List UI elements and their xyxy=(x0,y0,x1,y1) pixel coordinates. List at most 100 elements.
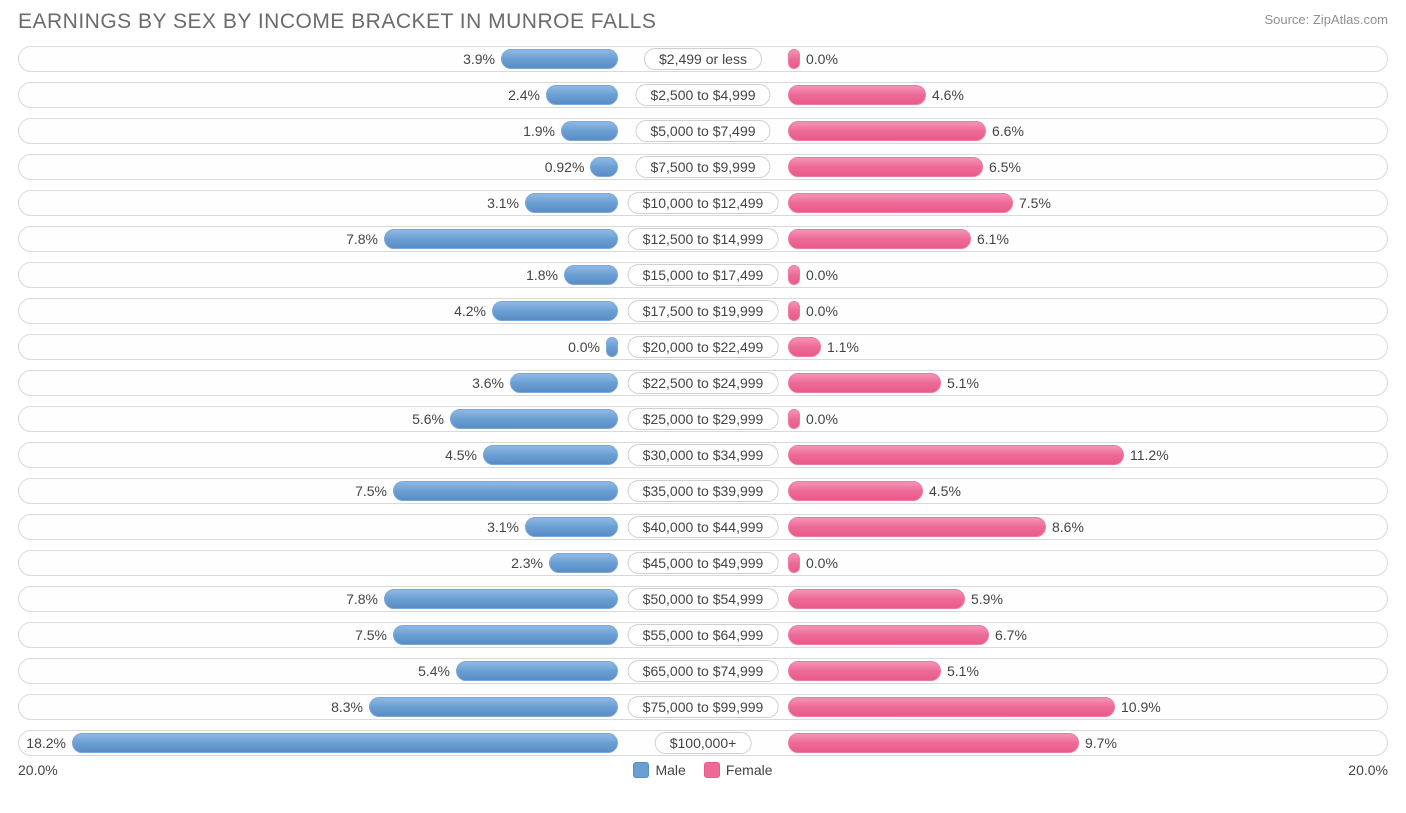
male-value-label: 7.5% xyxy=(355,483,387,499)
male-bar xyxy=(450,409,618,429)
male-bar xyxy=(525,517,618,537)
category-pill: $25,000 to $29,999 xyxy=(628,408,779,430)
male-value-label: 8.3% xyxy=(331,699,363,715)
male-half: 7.5% xyxy=(18,622,703,648)
male-half: 3.1% xyxy=(18,514,703,540)
female-bar xyxy=(788,265,800,285)
male-bar xyxy=(501,49,618,69)
chart-legend: Male Female xyxy=(633,762,772,778)
chart-row: 7.5% 6.7% $55,000 to $64,999 xyxy=(18,618,1388,652)
female-half: 0.0% xyxy=(703,298,1388,324)
male-value-label: 7.8% xyxy=(346,231,378,247)
female-half: 5.1% xyxy=(703,370,1388,396)
female-half: 6.6% xyxy=(703,118,1388,144)
female-swatch-icon xyxy=(704,762,720,778)
male-half: 8.3% xyxy=(18,694,703,720)
chart-source: Source: ZipAtlas.com xyxy=(1264,12,1388,27)
female-bar xyxy=(788,49,800,69)
female-half: 9.7% xyxy=(703,730,1388,756)
male-value-label: 18.2% xyxy=(26,735,66,751)
axis-left-label: 20.0% xyxy=(18,762,58,778)
category-pill: $30,000 to $34,999 xyxy=(628,444,779,466)
chart-row: 8.3%10.9%$75,000 to $99,999 xyxy=(18,690,1388,724)
male-value-label: 3.1% xyxy=(487,519,519,535)
category-pill: $65,000 to $74,999 xyxy=(628,660,779,682)
chart-title: EARNINGS BY SEX BY INCOME BRACKET IN MUN… xyxy=(18,10,656,34)
female-value-label: 6.6% xyxy=(992,123,1024,139)
chart-row: 7.8%6.1%$12,500 to $14,999 xyxy=(18,222,1388,256)
male-half: 3.9% xyxy=(18,46,703,72)
legend-male-label: Male xyxy=(655,762,685,778)
male-value-label: 4.2% xyxy=(454,303,486,319)
female-half: 6.7% xyxy=(703,622,1388,648)
legend-female-label: Female xyxy=(726,762,773,778)
chart-row: 2.3%0.0%$45,000 to $49,999 xyxy=(18,546,1388,580)
chart-row: 3.1% 7.5%$10,000 to $12,499 xyxy=(18,186,1388,220)
male-bar xyxy=(483,445,618,465)
male-bar xyxy=(564,265,618,285)
male-bar xyxy=(393,481,618,501)
male-bar xyxy=(590,157,618,177)
chart-row: 5.4%5.1%$65,000 to $74,999 xyxy=(18,654,1388,688)
female-value-label: 0.0% xyxy=(806,51,838,67)
male-half: 5.6% xyxy=(18,406,703,432)
male-bar xyxy=(510,373,618,393)
chart-row: 0.92%6.5%$7,500 to $9,999 xyxy=(18,150,1388,184)
female-half: 7.5% xyxy=(703,190,1388,216)
male-value-label: 3.1% xyxy=(487,195,519,211)
category-pill: $55,000 to $64,999 xyxy=(628,624,779,646)
category-pill: $15,000 to $17,499 xyxy=(628,264,779,286)
chart-row: 18.2% 9.7%$100,000+ xyxy=(18,726,1388,760)
category-pill: $5,000 to $7,499 xyxy=(635,120,770,142)
male-bar xyxy=(72,733,618,753)
category-pill: $22,500 to $24,999 xyxy=(628,372,779,394)
chart-row: 7.8%5.9%$50,000 to $54,999 xyxy=(18,582,1388,616)
female-value-label: 5.1% xyxy=(947,663,979,679)
female-bar xyxy=(788,193,1013,213)
male-value-label: 5.6% xyxy=(412,411,444,427)
male-half: 3.6% xyxy=(18,370,703,396)
male-half: 3.1% xyxy=(18,190,703,216)
male-bar xyxy=(606,337,618,357)
male-half: 18.2% xyxy=(18,730,703,756)
male-value-label: 0.0% xyxy=(568,339,600,355)
chart-row: 1.9%6.6%$5,000 to $7,499 xyxy=(18,114,1388,148)
male-half: 4.5% xyxy=(18,442,703,468)
female-half: 0.0% xyxy=(703,406,1388,432)
male-half: 0.0% xyxy=(18,334,703,360)
female-bar xyxy=(788,697,1115,717)
male-value-label: 7.8% xyxy=(346,591,378,607)
category-pill: $75,000 to $99,999 xyxy=(628,696,779,718)
male-value-label: 2.3% xyxy=(511,555,543,571)
female-bar xyxy=(788,157,983,177)
legend-female: Female xyxy=(704,762,773,778)
category-pill: $20,000 to $22,499 xyxy=(628,336,779,358)
male-bar xyxy=(492,301,618,321)
chart-row: 5.6% 0.0%$25,000 to $29,999 xyxy=(18,402,1388,436)
female-half: 0.0% xyxy=(703,46,1388,72)
male-value-label: 7.5% xyxy=(355,627,387,643)
female-bar xyxy=(788,589,965,609)
female-value-label: 6.7% xyxy=(995,627,1027,643)
female-value-label: 4.6% xyxy=(932,87,964,103)
category-pill: $10,000 to $12,499 xyxy=(628,192,779,214)
male-bar xyxy=(384,589,618,609)
male-bar xyxy=(561,121,618,141)
diverging-bar-chart: 3.9%0.0%$2,499 or less2.4%4.6%$2,500 to … xyxy=(18,42,1388,760)
male-half: 7.8% xyxy=(18,226,703,252)
female-bar xyxy=(788,121,986,141)
chart-row: 0.0%1.1%$20,000 to $22,499 xyxy=(18,330,1388,364)
chart-header: EARNINGS BY SEX BY INCOME BRACKET IN MUN… xyxy=(18,10,1388,34)
male-half: 2.4% xyxy=(18,82,703,108)
category-pill: $100,000+ xyxy=(655,732,752,754)
female-bar xyxy=(788,481,923,501)
female-bar xyxy=(788,625,989,645)
male-value-label: 1.8% xyxy=(526,267,558,283)
male-bar xyxy=(525,193,618,213)
female-bar xyxy=(788,517,1046,537)
female-bar xyxy=(788,229,971,249)
female-half: 5.9% xyxy=(703,586,1388,612)
male-value-label: 0.92% xyxy=(545,159,585,175)
chart-row: 3.6%5.1%$22,500 to $24,999 xyxy=(18,366,1388,400)
female-half: 4.5% xyxy=(703,478,1388,504)
